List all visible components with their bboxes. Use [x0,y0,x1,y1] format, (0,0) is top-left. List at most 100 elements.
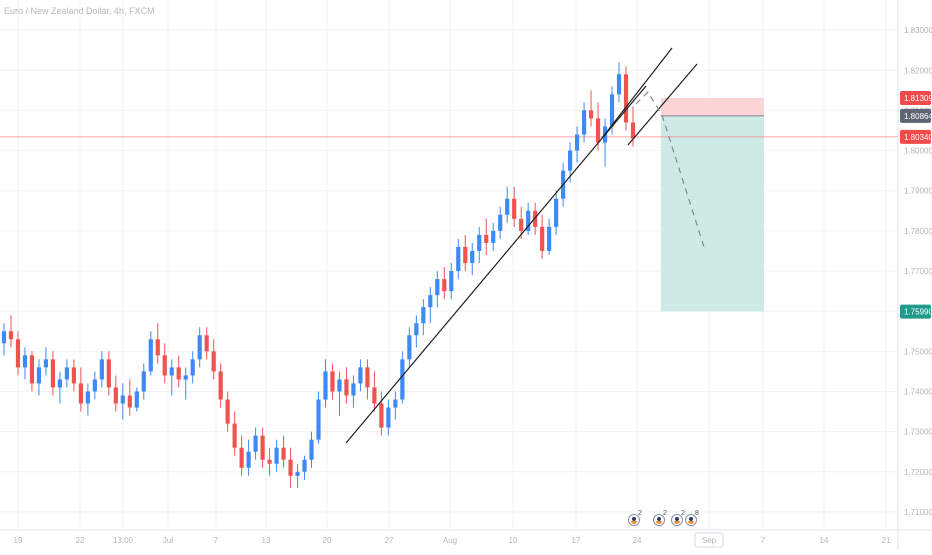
candle-body [57,379,63,388]
y-tick-label: 1.72000 [904,468,932,477]
candle-body [99,359,104,380]
candle-body [260,435,265,460]
candle-body [435,279,440,296]
x-tick-label: 10 [509,536,518,545]
candle-body [267,459,272,464]
candle-body [498,214,503,231]
x-tick-label: 13 [262,536,271,545]
candle-body [323,371,328,400]
candle-body [295,471,300,476]
candle-body [609,94,615,127]
candle-body [50,359,56,388]
candle-body [449,271,454,292]
candle-body [414,323,419,336]
events[interactable]: 2 2 2 8 [628,510,700,526]
candle-body [344,379,349,396]
candle-body [365,367,370,388]
price-tag-label: 1.80340 [904,133,932,142]
candle-body [302,459,307,472]
x-tick-label: 21 [882,536,891,545]
candle-body [421,307,426,324]
y-tick-label: 1.83000 [904,26,932,35]
price-tag-bg [900,304,931,319]
candle-body [274,447,279,464]
candle-body [211,351,216,372]
event-flag-shape [688,521,694,524]
candle-body [547,226,552,251]
news-flag-icon[interactable]: 2 [671,510,686,526]
candle-body [162,355,167,376]
candle-body [400,359,405,400]
candle-body [463,246,468,263]
y-tick-label: 1.80000 [904,147,932,156]
candle-body [120,395,125,404]
candle-body [358,367,363,384]
short-position-tool[interactable] [661,98,764,312]
candle-body [519,218,524,231]
candle-body [316,399,321,440]
price-tags: 1.81309 1.80864 1.80340 1.75990 [900,91,932,319]
candle-body [148,339,153,372]
candle-body [281,447,286,460]
candle-body [92,379,97,392]
x-tick-label: 7 [761,536,766,545]
candle-body [337,379,342,392]
candle-body [43,359,49,368]
candle-body [288,459,293,476]
candle-body [1,331,7,344]
y-tick-label: 1.82000 [904,66,932,75]
candles [1,62,636,488]
projection-dashed-path [635,91,706,251]
candle-body [246,451,251,468]
candle-body [568,150,573,171]
channel-lower-line [627,63,698,146]
price-tag-bg [900,91,931,106]
candle-body [386,407,391,428]
candle-body [393,399,398,408]
event-dot [675,517,679,521]
candle-body [616,74,622,95]
y-tick-label: 1.77000 [904,267,932,276]
candle-body [141,371,146,392]
candle-body [113,387,118,404]
event-count-label: 2 [681,510,685,517]
x-tick-label: 14 [820,536,829,545]
candle-body [169,367,174,376]
candle-body [253,435,258,452]
news-flag-icon[interactable]: 2 [628,510,643,526]
channel-upper-line [601,47,673,139]
candle-body [106,359,111,388]
candle-body [456,246,461,272]
candle-body [183,375,188,380]
x-tick-label: Aug [443,536,457,545]
drawings[interactable] [345,47,706,444]
candle-body [595,118,601,143]
x-tick-label: 13:00 [113,536,134,545]
news-flag-icon[interactable]: 8 [685,510,700,526]
event-count-label: 8 [695,510,699,517]
news-flag-icon[interactable]: 2 [653,510,668,526]
candle-body [127,395,132,408]
candle-body [155,339,160,356]
candle-body [176,367,181,380]
x-tick-label: 22 [76,536,85,545]
candle-body [581,110,587,135]
candle-body [22,355,28,368]
candle-body [15,339,21,368]
event-count-label: 2 [663,510,667,517]
candle-body [505,198,510,215]
x-tick-label: 24 [633,536,642,545]
y-tick-label: 1.78000 [904,227,932,236]
candle-body [540,226,545,251]
candle-body [239,447,244,468]
candle-body [309,439,314,460]
candle-body [197,335,202,360]
price-tag-bg [900,129,931,144]
event-flag-shape [631,521,637,524]
candle-body [190,359,195,376]
candle-body [64,367,69,380]
candle-body [526,210,531,231]
